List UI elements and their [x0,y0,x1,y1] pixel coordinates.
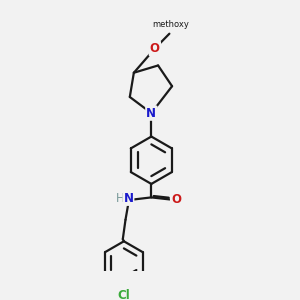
Text: O: O [171,193,181,206]
Text: H: H [116,192,124,205]
Text: methoxy: methoxy [152,20,189,29]
Text: Cl: Cl [118,289,130,300]
Text: N: N [124,192,134,205]
Text: N: N [146,106,156,120]
Text: O: O [150,42,160,55]
